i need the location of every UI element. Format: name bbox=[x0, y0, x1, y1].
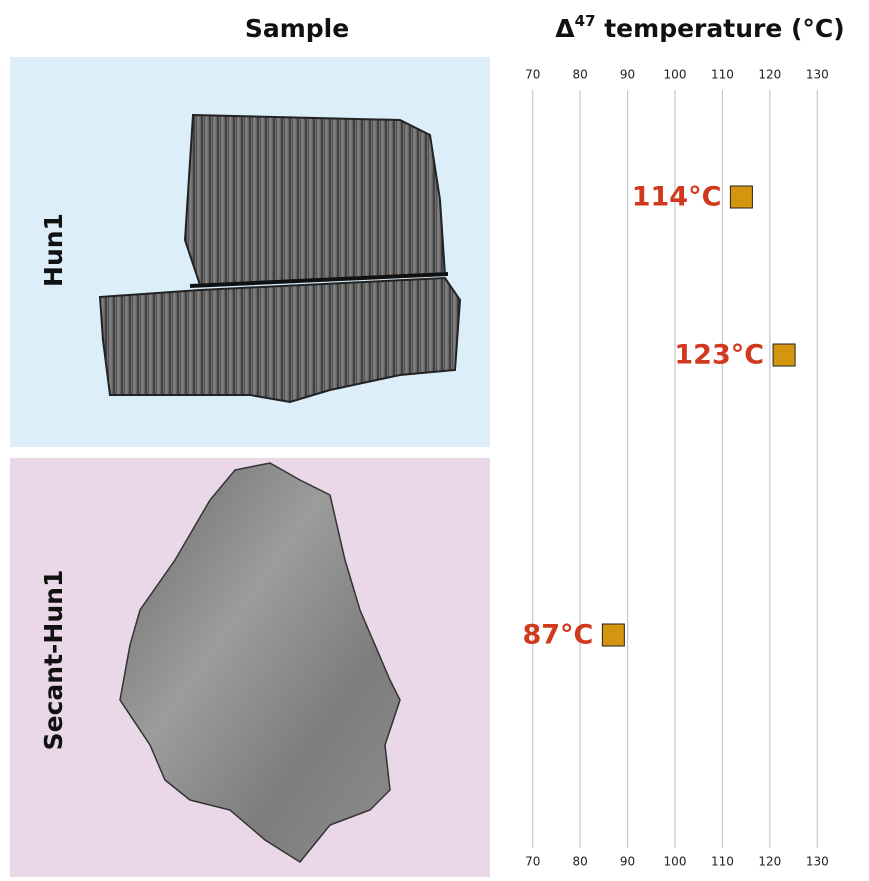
rock-crack bbox=[189, 272, 449, 288]
value-label: 123°C bbox=[674, 340, 764, 371]
rock-image bbox=[119, 462, 401, 863]
x-tick-label: 90 bbox=[620, 68, 635, 82]
x-tick-label: 130 bbox=[806, 855, 829, 869]
rock-image bbox=[183, 113, 447, 287]
axis-title: Δ47 temperature (°C) bbox=[555, 12, 844, 44]
data-point bbox=[729, 185, 753, 209]
panel-label: Hun1 bbox=[39, 213, 68, 287]
x-tick-label: 70 bbox=[525, 855, 540, 869]
axis-superscript: 47 bbox=[575, 12, 596, 30]
x-tick-label: 70 bbox=[525, 68, 540, 82]
x-tick-label: 80 bbox=[573, 68, 588, 82]
sample-heading: Sample bbox=[245, 14, 349, 43]
axis-symbol: Δ bbox=[555, 14, 575, 43]
value-label: 87°C bbox=[522, 620, 593, 651]
x-tick-label: 90 bbox=[620, 855, 635, 869]
data-point bbox=[772, 343, 796, 367]
value-label: 114°C bbox=[632, 182, 722, 213]
x-tick-label: 80 bbox=[573, 855, 588, 869]
x-tick-label: 120 bbox=[758, 855, 781, 869]
panel-label: Secant-Hun1 bbox=[39, 570, 68, 751]
x-tick-label: 110 bbox=[711, 855, 734, 869]
x-tick-label: 120 bbox=[758, 68, 781, 82]
x-tick-label: 100 bbox=[664, 855, 687, 869]
x-tick-label: 110 bbox=[711, 68, 734, 82]
axis-title-text: temperature (°C) bbox=[596, 14, 845, 43]
rock-image bbox=[98, 276, 462, 404]
x-tick-label: 100 bbox=[664, 68, 687, 82]
data-point bbox=[601, 623, 625, 647]
x-tick-label: 130 bbox=[806, 68, 829, 82]
